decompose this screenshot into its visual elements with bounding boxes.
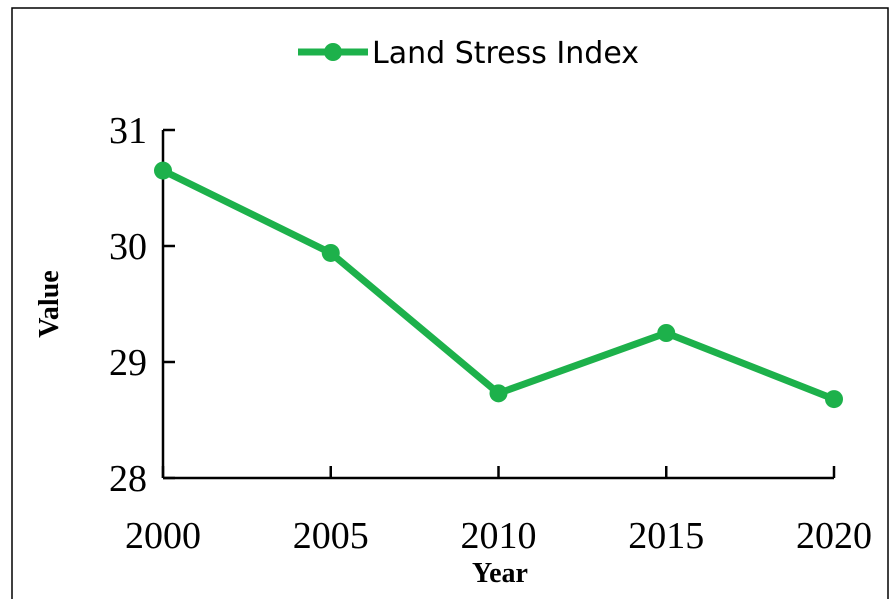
y-tick-label: 30: [109, 226, 147, 268]
y-axis-label: Value: [34, 270, 65, 337]
point: [657, 324, 676, 342]
x-axis-label: Year: [472, 558, 528, 589]
y-tick-label: 31: [109, 110, 147, 152]
point: [321, 243, 340, 262]
point: [154, 161, 172, 180]
legend-label: Land Stress Index: [372, 36, 639, 71]
x-tick-label: 2000: [125, 515, 201, 557]
y-tick-label: 29: [109, 342, 147, 384]
x-tick-label: 2015: [628, 515, 704, 557]
frame: [11, 7, 889, 599]
point: [825, 390, 843, 409]
x-tick-label: 2005: [293, 515, 369, 557]
x-tick-label: 2020: [796, 515, 872, 557]
legend-marker: [324, 43, 342, 61]
x-tick-label: 2010: [461, 515, 537, 557]
series-line: [161, 167, 836, 403]
point: [489, 384, 508, 403]
y-tick-label: 28: [109, 458, 147, 500]
